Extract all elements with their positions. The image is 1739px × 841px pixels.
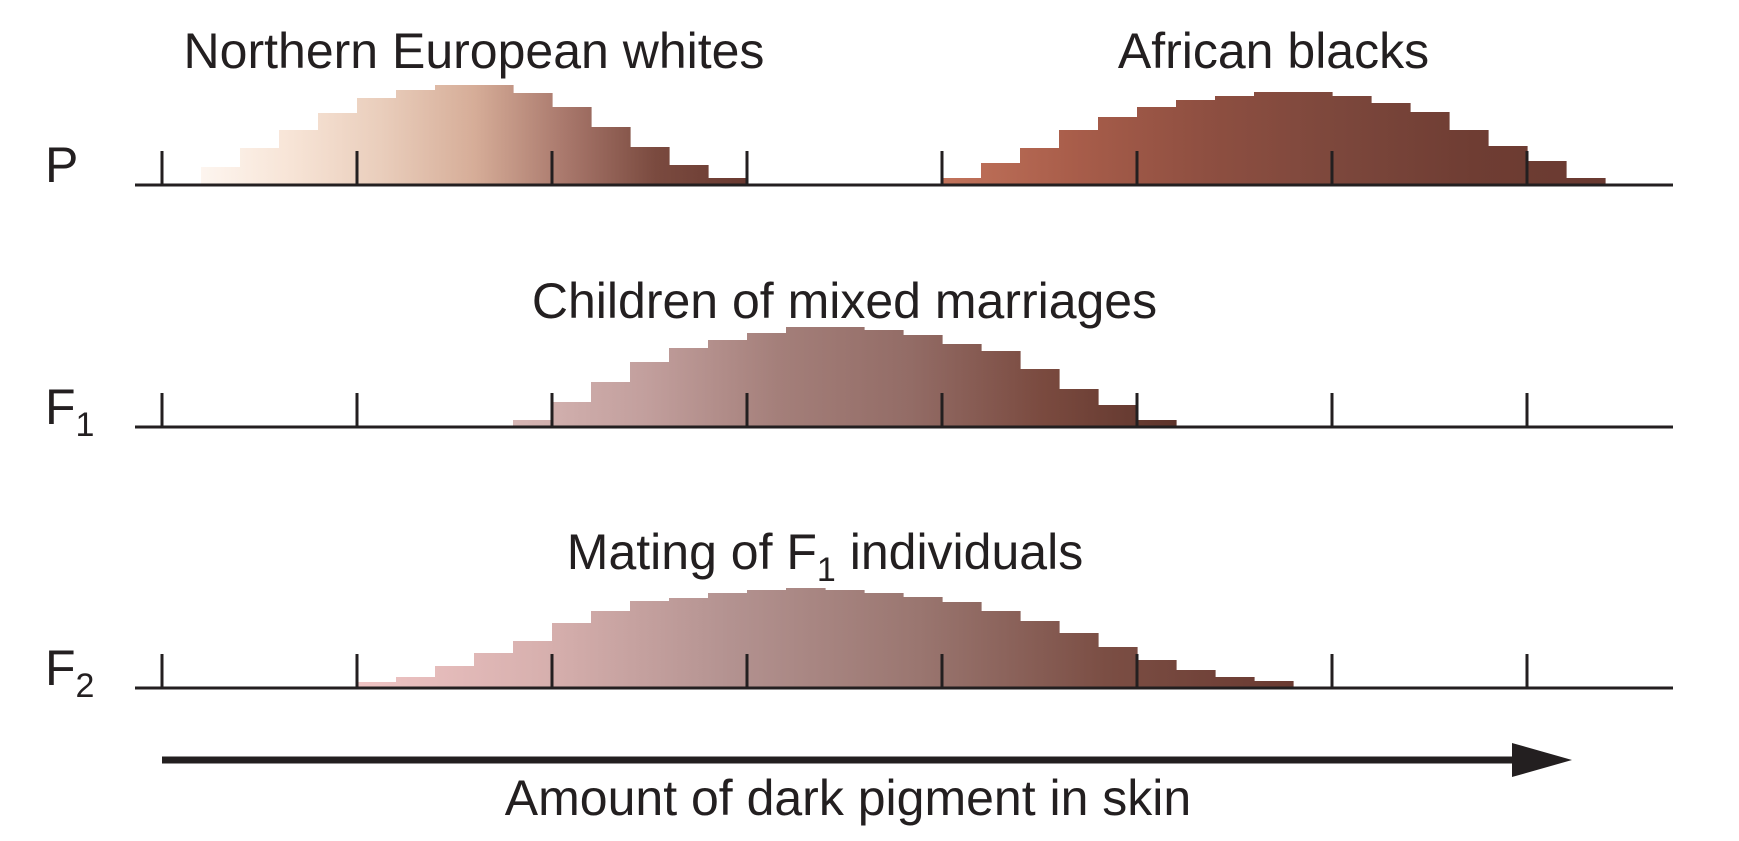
- histogram-bar: [474, 85, 514, 185]
- histogram-bar: [630, 147, 670, 185]
- histogram-bar: [1371, 103, 1411, 185]
- generation-label: F1: [45, 379, 94, 444]
- histogram-bar: [669, 165, 709, 185]
- histogram-bar: [825, 327, 865, 427]
- histogram-bar: [942, 344, 982, 427]
- histogram-bar: [786, 327, 826, 427]
- generation-label: F2: [45, 640, 94, 705]
- histogram-bar: [630, 601, 670, 688]
- histogram-bar: [1098, 117, 1138, 185]
- histogram-bar: [474, 653, 514, 688]
- histogram-bar: [513, 420, 553, 427]
- histogram-bar: [747, 333, 787, 427]
- histogram-bar: [591, 127, 631, 185]
- histogram-bar: [591, 611, 631, 688]
- histogram-bar: [708, 340, 748, 427]
- histogram-bar: [1059, 389, 1099, 427]
- histogram-bar: [357, 682, 397, 688]
- histogram-bar: [1215, 96, 1255, 185]
- histogram-bar: [552, 623, 592, 688]
- histogram-bar: [552, 107, 592, 185]
- histogram-bar: [708, 178, 748, 185]
- histogram-bar: [630, 362, 670, 427]
- histogram-bar: [1059, 130, 1099, 185]
- histogram-bar: [903, 597, 943, 688]
- histogram-bar: [240, 148, 280, 185]
- group-title: Children of mixed marriages: [532, 273, 1157, 329]
- histogram-bar: [1254, 681, 1294, 688]
- histogram-bar: [669, 598, 709, 688]
- pigment-axis-label: Amount of dark pigment in skin: [505, 770, 1191, 826]
- group-title: Northern European whites: [184, 23, 765, 79]
- histogram-bar: [1137, 420, 1177, 427]
- histogram-bar: [1527, 161, 1567, 185]
- histogram-bar: [1449, 130, 1489, 185]
- histogram-bar: [1020, 621, 1060, 688]
- panel-0: Northern European whites African blacks P: [45, 23, 1673, 193]
- histogram-bar: [435, 666, 475, 688]
- histogram-bar: [864, 330, 904, 427]
- histogram-bar: [942, 602, 982, 688]
- histogram-bar: [396, 90, 436, 185]
- histogram-bar: [942, 178, 982, 185]
- histogram-bar: [747, 590, 787, 688]
- histogram-bar: [1059, 633, 1099, 688]
- panel-2: Mating of F1 individuals F2: [45, 524, 1673, 705]
- panel-1: Children of mixed marriages F1: [45, 273, 1673, 444]
- group-title: Mating of F1 individuals: [567, 524, 1083, 589]
- histogram-bar: [1332, 96, 1372, 185]
- histogram-bar: [981, 163, 1021, 185]
- generation-label: P: [45, 137, 78, 193]
- histogram-bar: [357, 98, 397, 185]
- pigment-axis: Amount of dark pigment in skin: [162, 743, 1572, 826]
- histogram-bar: [1176, 670, 1216, 688]
- histogram-bar: [552, 402, 592, 427]
- histogram-bar: [708, 593, 748, 688]
- histogram-bar: [1137, 660, 1177, 688]
- histogram-bar: [318, 113, 358, 185]
- histogram-bar: [1410, 112, 1450, 185]
- histogram-bar: [1020, 369, 1060, 427]
- histogram-bar: [1488, 146, 1528, 185]
- histogram-bar: [396, 677, 436, 688]
- histogram-bar: [903, 335, 943, 427]
- histogram-bar: [279, 130, 319, 185]
- histogram-bar: [981, 351, 1021, 427]
- histogram-bar: [1098, 647, 1138, 688]
- histogram-bar: [513, 93, 553, 185]
- histogram-bar: [669, 348, 709, 427]
- histogram-bar: [1137, 107, 1177, 185]
- histogram-bar: [786, 588, 826, 688]
- histogram-bar: [435, 85, 475, 185]
- group-title: African blacks: [1118, 23, 1429, 79]
- histogram-bar: [1098, 405, 1138, 427]
- histogram-bar: [591, 382, 631, 427]
- histogram-bar: [981, 611, 1021, 688]
- histogram-bar: [1566, 178, 1606, 185]
- pigment-arrow-head: [1512, 743, 1572, 777]
- histogram-bar: [1020, 148, 1060, 185]
- histogram-bar: [864, 593, 904, 688]
- histogram-bar: [1215, 677, 1255, 688]
- histogram-bar: [1254, 92, 1294, 185]
- histogram-bar: [1176, 100, 1216, 185]
- histogram-bar: [201, 167, 241, 185]
- histogram-bar: [513, 641, 553, 688]
- histogram-bar: [1293, 92, 1333, 185]
- histogram-bar: [825, 590, 865, 688]
